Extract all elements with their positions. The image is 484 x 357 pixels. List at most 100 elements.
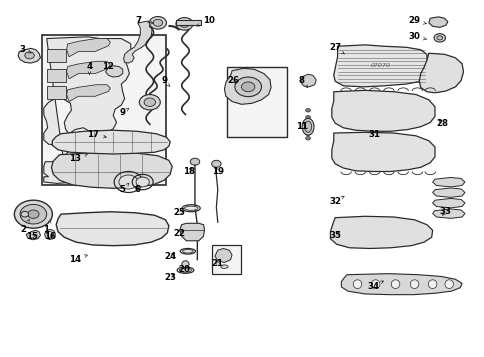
Text: 17: 17 (87, 130, 106, 139)
Polygon shape (106, 66, 122, 77)
Text: 32: 32 (329, 196, 344, 206)
Text: 21: 21 (212, 259, 223, 268)
Text: 18: 18 (183, 167, 195, 176)
Circle shape (21, 211, 29, 217)
Bar (46, 86, 65, 100)
Polygon shape (331, 90, 434, 131)
Circle shape (25, 52, 34, 59)
Polygon shape (66, 61, 110, 79)
Polygon shape (44, 37, 131, 183)
Circle shape (433, 34, 444, 42)
Ellipse shape (45, 230, 55, 240)
Polygon shape (333, 45, 426, 87)
Text: 25: 25 (173, 208, 185, 217)
Text: 19: 19 (212, 167, 223, 176)
Ellipse shape (427, 280, 436, 288)
Text: 7: 7 (136, 16, 153, 25)
Text: 26: 26 (227, 76, 239, 85)
Polygon shape (18, 48, 40, 63)
Polygon shape (66, 39, 110, 57)
Ellipse shape (352, 280, 361, 288)
Bar (42, 35, 165, 186)
Circle shape (136, 177, 149, 187)
Polygon shape (26, 230, 40, 240)
Bar (46, 69, 65, 82)
Text: 2: 2 (21, 219, 29, 234)
Ellipse shape (179, 268, 191, 272)
Text: 28: 28 (435, 119, 447, 128)
Polygon shape (428, 17, 447, 27)
Circle shape (153, 19, 162, 26)
Text: 23: 23 (164, 273, 176, 282)
Text: 8: 8 (298, 76, 307, 88)
Circle shape (139, 95, 160, 110)
Text: 30: 30 (408, 32, 425, 41)
Ellipse shape (302, 118, 313, 135)
Text: 27: 27 (329, 43, 344, 54)
Polygon shape (432, 188, 464, 197)
Text: 5: 5 (120, 183, 129, 194)
Circle shape (305, 132, 310, 135)
Polygon shape (56, 212, 168, 246)
Circle shape (20, 205, 46, 224)
Circle shape (305, 109, 310, 112)
Text: 12: 12 (102, 62, 114, 71)
Text: 1: 1 (43, 220, 51, 234)
Polygon shape (331, 132, 434, 171)
Circle shape (190, 158, 199, 165)
Circle shape (149, 16, 166, 29)
Bar (227, 67, 286, 137)
Text: 22: 22 (173, 229, 185, 238)
Text: 4: 4 (86, 62, 92, 75)
Polygon shape (180, 223, 204, 241)
Text: 33: 33 (439, 207, 451, 216)
Polygon shape (51, 152, 172, 188)
Text: 15: 15 (27, 232, 38, 241)
Text: 11: 11 (295, 121, 307, 131)
Text: 35: 35 (329, 231, 340, 240)
Circle shape (305, 116, 310, 119)
Polygon shape (432, 198, 464, 208)
Circle shape (28, 210, 39, 218)
Text: 6: 6 (135, 185, 141, 194)
Polygon shape (300, 74, 316, 87)
Text: 31: 31 (368, 130, 380, 139)
Text: 3: 3 (20, 45, 31, 54)
Circle shape (241, 82, 254, 92)
Circle shape (176, 17, 193, 30)
Text: 24: 24 (164, 252, 176, 261)
Bar (211, 245, 241, 274)
Text: 9: 9 (161, 76, 169, 86)
Polygon shape (419, 53, 463, 93)
Circle shape (119, 175, 137, 189)
Polygon shape (432, 209, 464, 218)
Text: 13: 13 (69, 154, 87, 163)
Ellipse shape (220, 265, 227, 268)
Circle shape (234, 77, 261, 97)
Polygon shape (214, 248, 231, 262)
Ellipse shape (47, 232, 53, 237)
Ellipse shape (371, 280, 379, 288)
Bar (46, 49, 65, 62)
Text: 9: 9 (120, 108, 129, 117)
Ellipse shape (182, 250, 193, 253)
Ellipse shape (184, 206, 197, 210)
Bar (176, 20, 200, 25)
Text: 20: 20 (178, 265, 190, 274)
Polygon shape (432, 177, 464, 187)
Polygon shape (52, 130, 170, 154)
Ellipse shape (304, 121, 311, 132)
Circle shape (305, 127, 310, 131)
Circle shape (436, 36, 442, 40)
Circle shape (15, 200, 52, 228)
Polygon shape (66, 85, 110, 101)
Text: 34: 34 (366, 281, 383, 291)
Text: 16: 16 (44, 232, 56, 241)
Polygon shape (330, 216, 432, 248)
Text: 07070: 07070 (370, 63, 390, 68)
Ellipse shape (444, 280, 453, 288)
Circle shape (305, 121, 310, 125)
Circle shape (180, 20, 189, 27)
Circle shape (144, 98, 155, 106)
Polygon shape (341, 274, 461, 295)
